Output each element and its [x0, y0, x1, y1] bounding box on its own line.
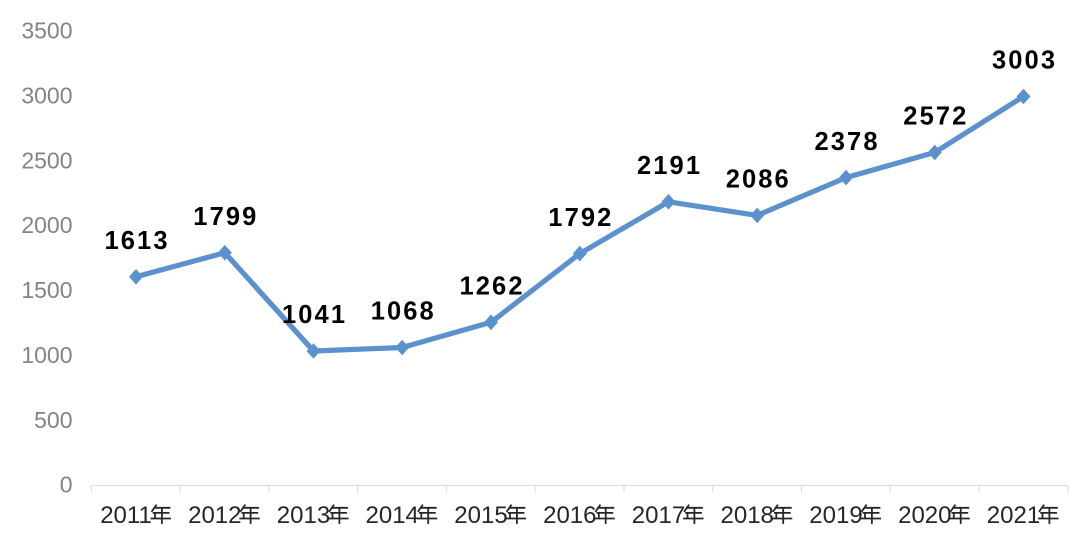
svg-text:2021: 2021 — [987, 502, 1040, 529]
svg-text:2500: 2500 — [21, 147, 72, 173]
svg-text:2000: 2000 — [21, 212, 72, 238]
svg-text:2018: 2018 — [721, 502, 774, 529]
svg-text:2012: 2012 — [188, 502, 241, 529]
svg-text:0: 0 — [60, 472, 73, 498]
svg-text:2013: 2013 — [277, 502, 330, 529]
svg-text:2015: 2015 — [454, 502, 507, 529]
svg-text:3500: 3500 — [21, 18, 72, 44]
svg-text:2017: 2017 — [632, 502, 685, 529]
svg-text:1500: 1500 — [21, 277, 72, 303]
svg-text:2011: 2011 — [100, 502, 152, 529]
svg-text:1000: 1000 — [21, 342, 72, 368]
svg-text:2016: 2016 — [543, 502, 596, 529]
svg-text:3000: 3000 — [21, 83, 72, 109]
svg-text:2019: 2019 — [809, 502, 862, 529]
svg-text:2020: 2020 — [898, 502, 951, 529]
svg-text:2014: 2014 — [366, 502, 419, 529]
svg-text:500: 500 — [34, 407, 72, 433]
